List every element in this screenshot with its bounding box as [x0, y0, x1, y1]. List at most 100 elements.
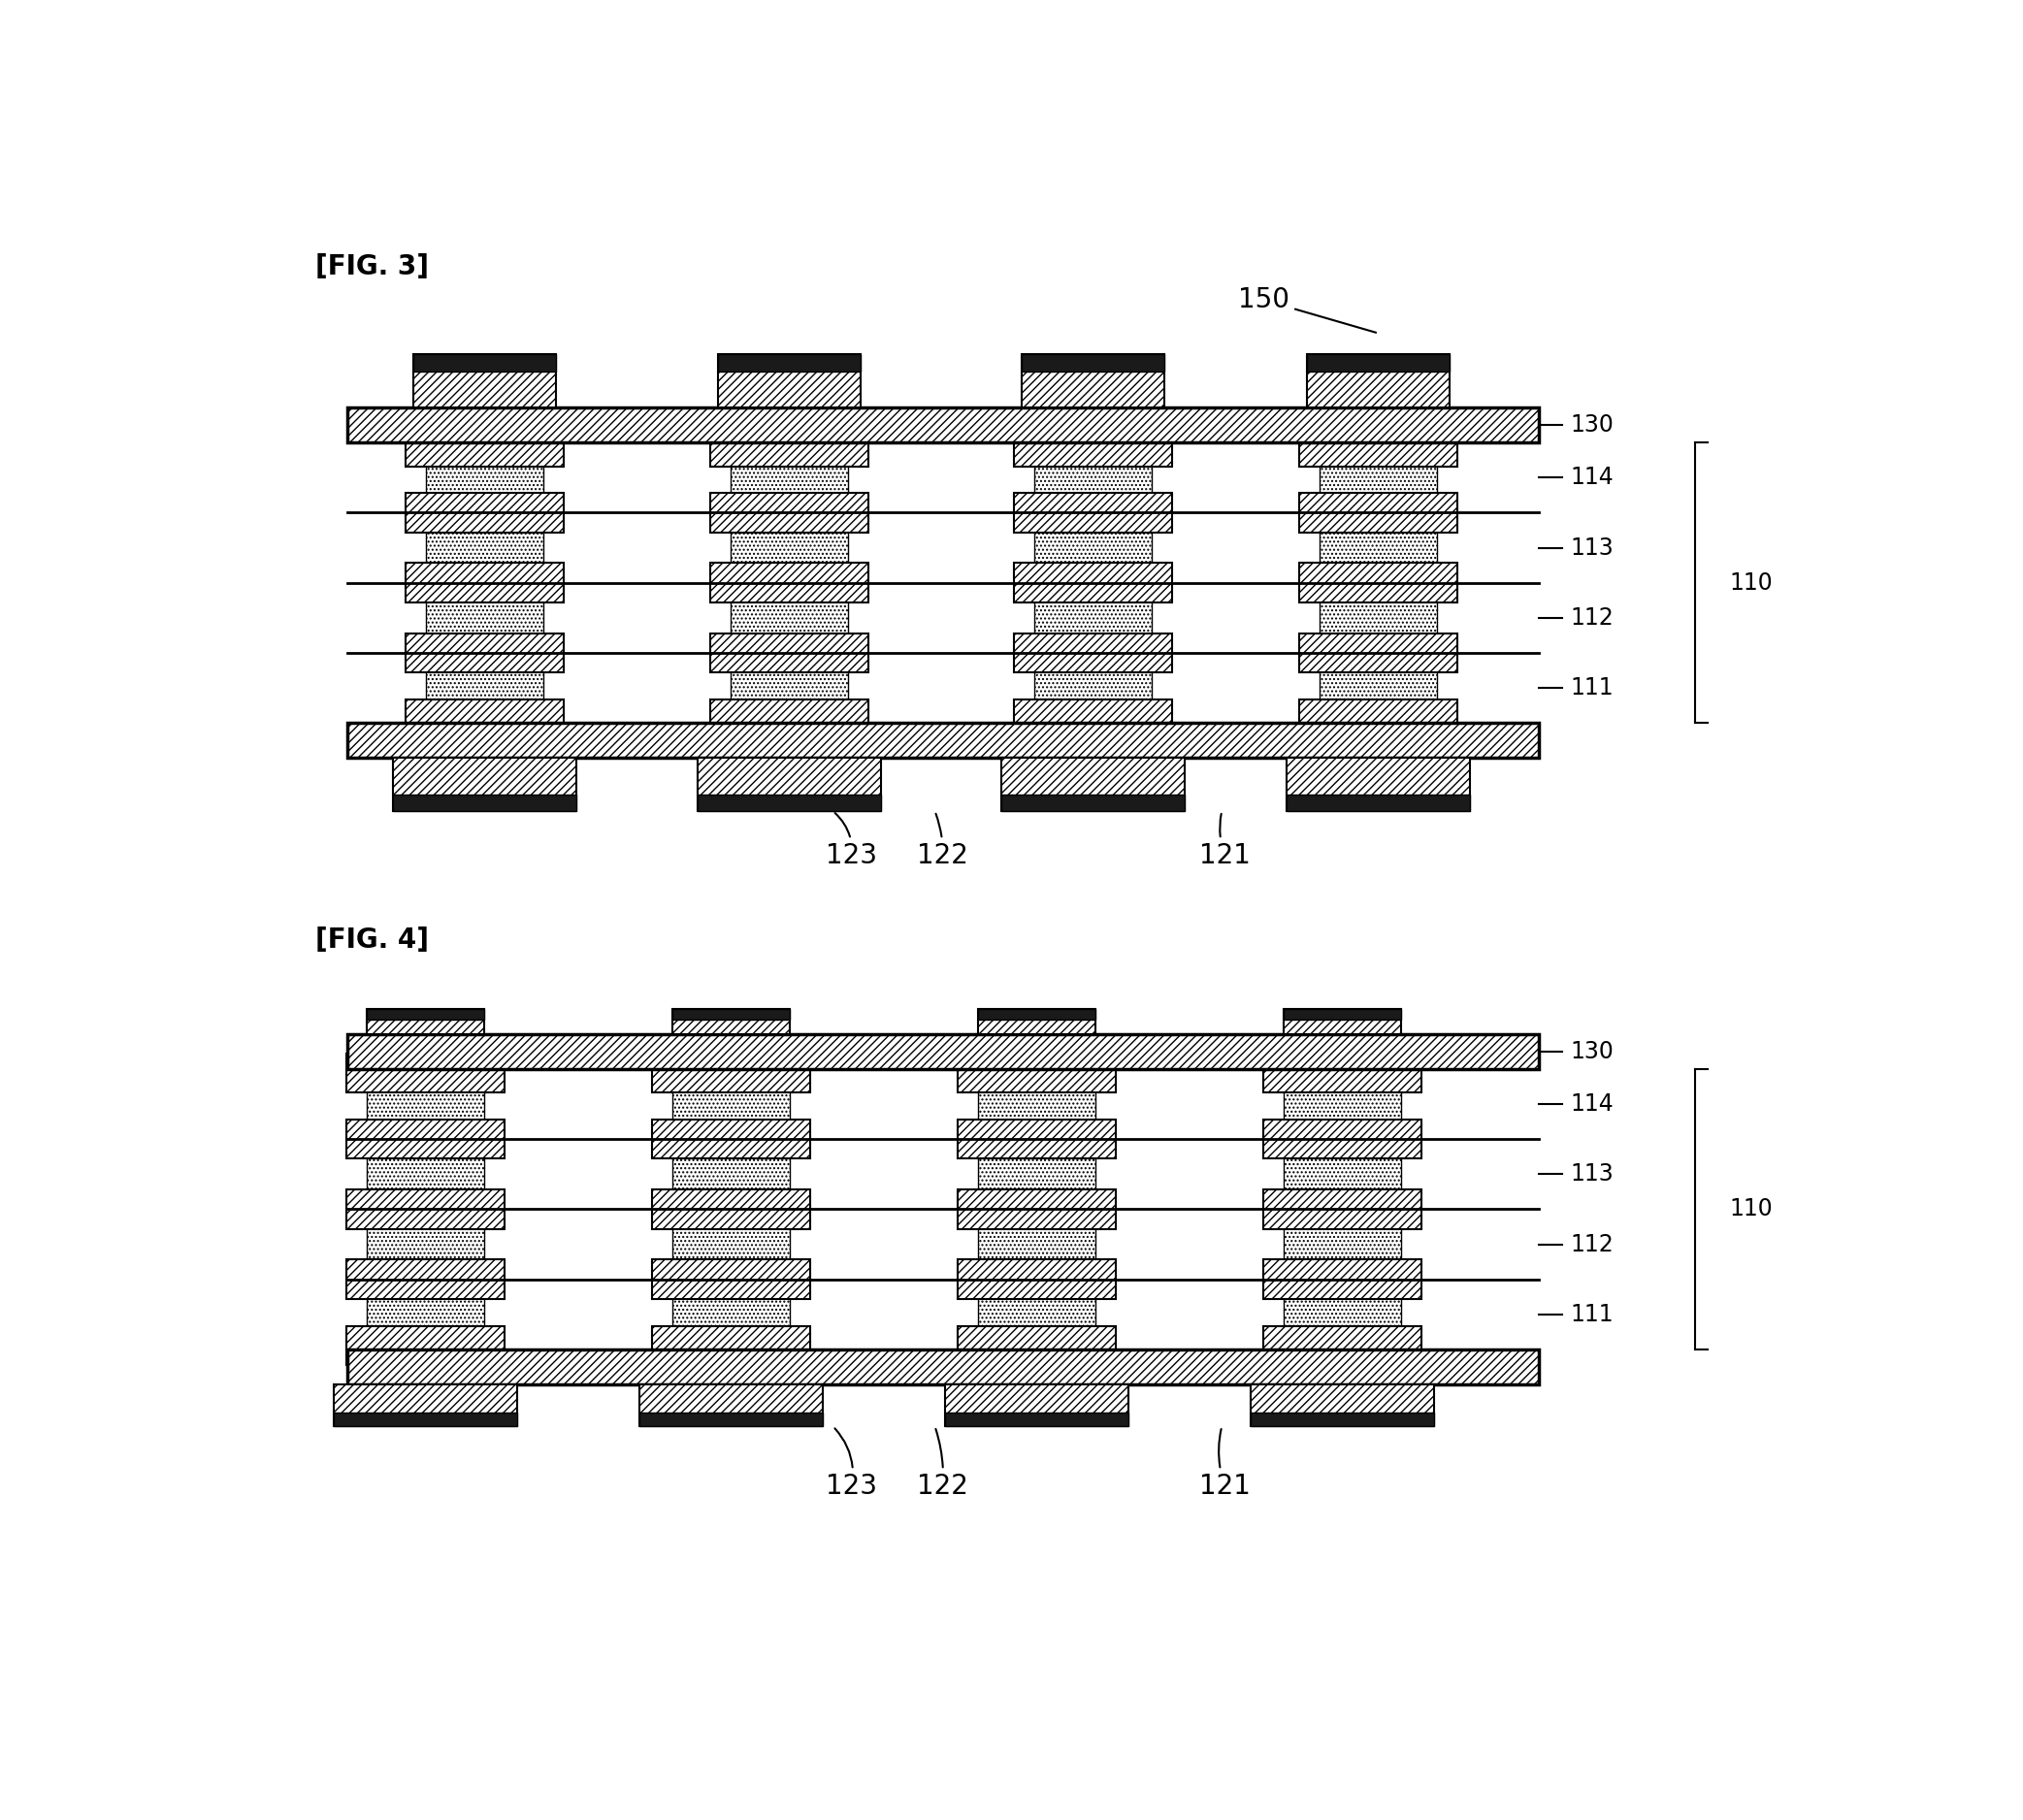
Text: 113: 113 [1570, 1163, 1612, 1187]
Bar [710, 633, 868, 672]
Bar [945, 1412, 1129, 1427]
Bar [1262, 1119, 1422, 1159]
Bar [334, 1412, 518, 1427]
Bar [392, 757, 577, 812]
Text: 114: 114 [1570, 1092, 1612, 1116]
Bar [1262, 1259, 1422, 1299]
Bar [407, 562, 564, 602]
Bar [346, 1259, 504, 1299]
Bar [957, 1325, 1117, 1365]
Bar [1285, 1068, 1402, 1349]
Bar [1287, 794, 1471, 812]
Bar [346, 1190, 504, 1228]
Bar [730, 442, 848, 723]
Bar [413, 355, 556, 408]
Bar [651, 1190, 811, 1228]
Bar [957, 1119, 1117, 1159]
Bar [1307, 355, 1450, 408]
Bar [346, 1054, 504, 1092]
Text: [FIG. 3]: [FIG. 3] [316, 253, 429, 280]
Bar [651, 1325, 811, 1365]
Bar [348, 1034, 1537, 1068]
Text: 121: 121 [1200, 1429, 1250, 1500]
Text: 130: 130 [1570, 1039, 1614, 1063]
Text: 112: 112 [1570, 1232, 1612, 1256]
Text: 150: 150 [1238, 286, 1376, 333]
Bar [945, 1385, 1129, 1427]
Bar [672, 1068, 789, 1349]
Text: 110: 110 [1730, 571, 1774, 595]
Bar [1262, 1054, 1422, 1092]
Bar [348, 1208, 1537, 1279]
Text: 123: 123 [825, 1429, 878, 1500]
Bar [407, 699, 564, 739]
Bar [639, 1385, 823, 1427]
Bar [1022, 355, 1165, 371]
Bar [710, 699, 868, 739]
Bar [348, 513, 1537, 582]
Bar [977, 1068, 1096, 1349]
Text: 122: 122 [916, 814, 969, 870]
Bar [348, 1139, 1537, 1208]
Text: 111: 111 [1570, 677, 1612, 699]
Bar [1014, 633, 1173, 672]
Bar [1299, 699, 1459, 739]
Bar [710, 428, 868, 466]
Bar [1014, 562, 1173, 602]
Bar [348, 653, 1537, 723]
Bar [1014, 493, 1173, 531]
Bar [348, 1279, 1537, 1349]
Text: 122: 122 [916, 1429, 969, 1500]
Bar [698, 794, 880, 812]
Bar [407, 428, 564, 466]
Bar [718, 355, 860, 408]
Bar [977, 1008, 1096, 1019]
Bar [957, 1259, 1117, 1299]
Bar [407, 633, 564, 672]
Bar [348, 1349, 1537, 1385]
Bar [366, 1068, 483, 1349]
Bar [1307, 355, 1450, 371]
Bar [1299, 428, 1459, 466]
Bar [413, 355, 556, 371]
Bar [718, 355, 860, 371]
Bar [346, 1119, 504, 1159]
Text: 123: 123 [825, 814, 878, 870]
Bar [977, 1008, 1096, 1034]
Bar [366, 1008, 483, 1034]
Bar [957, 1190, 1117, 1228]
Bar [710, 562, 868, 602]
Bar [651, 1259, 811, 1299]
Text: 112: 112 [1570, 606, 1612, 630]
Text: 110: 110 [1730, 1198, 1774, 1221]
Text: 130: 130 [1570, 413, 1614, 437]
Bar [1001, 794, 1185, 812]
Bar [392, 794, 577, 812]
Bar [698, 757, 880, 812]
Bar [1034, 442, 1151, 723]
Bar [1250, 1412, 1434, 1427]
Text: 121: 121 [1200, 814, 1250, 870]
Bar [1262, 1190, 1422, 1228]
Bar [710, 493, 868, 531]
Bar [1299, 493, 1459, 531]
Bar [1022, 355, 1165, 408]
Text: 113: 113 [1570, 537, 1612, 559]
Bar [1285, 1008, 1402, 1019]
Bar [1014, 428, 1173, 466]
Text: [FIG. 4]: [FIG. 4] [316, 926, 429, 954]
Bar [348, 442, 1537, 513]
Bar [366, 1008, 483, 1019]
Bar [1014, 699, 1173, 739]
Bar [1285, 1008, 1402, 1034]
Bar [1262, 1325, 1422, 1365]
Bar [346, 1325, 504, 1365]
Bar [1001, 757, 1185, 812]
Bar [348, 1068, 1537, 1139]
Bar [407, 493, 564, 531]
Bar [348, 723, 1537, 757]
Bar [672, 1008, 789, 1034]
Bar [651, 1119, 811, 1159]
Text: 111: 111 [1570, 1303, 1612, 1327]
Bar [427, 442, 544, 723]
